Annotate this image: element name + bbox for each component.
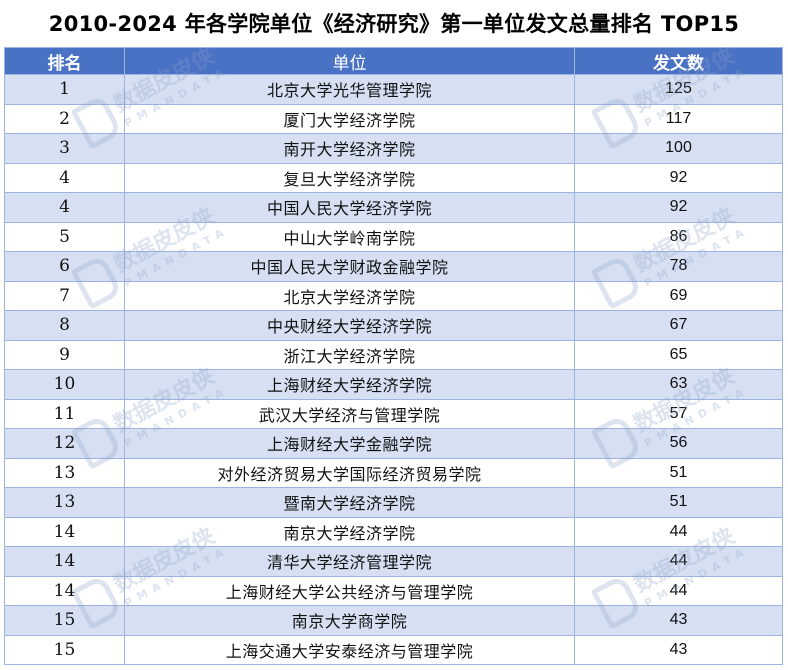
unit-cell: 南开大学经济学院 [124,133,575,164]
table-row: 4 复旦大学经济学院 92 [4,162,783,193]
count-cell: 69 [574,280,783,311]
count-cell: 100 [574,133,783,164]
unit-cell: 上海财经大学经济学院 [124,369,575,400]
count-cell: 65 [574,339,783,370]
page-title: 2010-2024 年各学院单位《经济研究》第一单位发文总量排名 TOP15 [48,12,740,36]
rank-cell: 3 [4,133,125,164]
unit-cell: 对外经济贸易大学国际经济贸易学院 [124,457,575,488]
count-cell: 86 [574,221,783,252]
unit-cell: 南京大学商学院 [124,605,575,636]
rank-cell: 14 [4,516,125,547]
count-cell: 125 [574,74,783,105]
unit-cell: 中国人民大学财政金融学院 [124,251,575,282]
rank-cell: 14 [4,575,125,606]
header-unit: 单位 [124,47,575,75]
rank-cell: 4 [4,192,125,223]
table-row: 11 武汉大学经济与管理学院 57 [4,398,783,429]
table-row: 9 浙江大学经济学院 65 [4,339,783,370]
count-cell: 117 [574,103,783,134]
count-cell: 63 [574,369,783,400]
table-row: 8 中央财经大学经济学院 67 [4,310,783,341]
table-row: 5 中山大学岭南学院 86 [4,221,783,252]
count-cell: 57 [574,398,783,429]
unit-cell: 复旦大学经济学院 [124,162,575,193]
rank-cell: 12 [4,428,125,459]
table-row: 14 清华大学经济管理学院 44 [4,546,783,577]
table-row: 13 暨南大学经济学院 51 [4,487,783,518]
rank-cell: 5 [4,221,125,252]
rank-cell: 13 [4,457,125,488]
unit-cell: 中国人民大学经济学院 [124,192,575,223]
unit-cell: 北京大学光华管理学院 [124,74,575,105]
unit-cell: 暨南大学经济学院 [124,487,575,518]
count-cell: 43 [574,605,783,636]
rank-cell: 4 [4,162,125,193]
unit-cell: 厦门大学经济学院 [124,103,575,134]
count-cell: 78 [574,251,783,282]
table-row: 13 对外经济贸易大学国际经济贸易学院 51 [4,457,783,488]
table-row: 14 上海财经大学公共经济与管理学院 44 [4,575,783,606]
rank-cell: 10 [4,369,125,400]
rank-cell: 2 [4,103,125,134]
unit-cell: 武汉大学经济与管理学院 [124,398,575,429]
rank-cell: 11 [4,398,125,429]
count-cell: 56 [574,428,783,459]
count-cell: 51 [574,457,783,488]
table-header-row: 排名 单位 发文数 [4,47,783,75]
unit-cell: 中央财经大学经济学院 [124,310,575,341]
count-cell: 92 [574,192,783,223]
header-count: 发文数 [574,47,783,75]
count-cell: 51 [574,487,783,518]
rank-cell: 14 [4,546,125,577]
table-row: 10 上海财经大学经济学院 63 [4,369,783,400]
table-row: 3 南开大学经济学院 100 [4,133,783,164]
count-cell: 44 [574,575,783,606]
table-row: 14 南京大学经济学院 44 [4,516,783,547]
rank-cell: 9 [4,339,125,370]
rank-cell: 1 [4,74,125,105]
table-row: 12 上海财经大学金融学院 56 [4,428,783,459]
unit-cell: 上海交通大学安泰经济与管理学院 [124,634,575,665]
count-cell: 44 [574,546,783,577]
unit-cell: 北京大学经济学院 [124,280,575,311]
count-cell: 92 [574,162,783,193]
unit-cell: 南京大学经济学院 [124,516,575,547]
rank-cell: 15 [4,605,125,636]
table-row: 6 中国人民大学财政金融学院 78 [4,251,783,282]
unit-cell: 上海财经大学金融学院 [124,428,575,459]
count-cell: 44 [574,516,783,547]
rank-cell: 7 [4,280,125,311]
table-row: 15 上海交通大学安泰经济与管理学院 43 [4,634,783,665]
table-row: 7 北京大学经济学院 69 [4,280,783,311]
table-row: 15 南京大学商学院 43 [4,605,783,636]
count-cell: 67 [574,310,783,341]
table-row: 2 厦门大学经济学院 117 [4,103,783,134]
rank-cell: 13 [4,487,125,518]
table-row: 1 北京大学光华管理学院 125 [4,74,783,105]
table-row: 4 中国人民大学经济学院 92 [4,192,783,223]
rank-cell: 8 [4,310,125,341]
ranking-table: 排名 单位 发文数 1 北京大学光华管理学院 125 2 厦门大学经济学院 117 3 南开大… [4,47,783,665]
unit-cell: 清华大学经济管理学院 [124,546,575,577]
header-rank: 排名 [4,47,125,75]
rank-cell: 15 [4,634,125,665]
count-cell: 43 [574,634,783,665]
unit-cell: 中山大学岭南学院 [124,221,575,252]
unit-cell: 上海财经大学公共经济与管理学院 [124,575,575,606]
rank-cell: 6 [4,251,125,282]
unit-cell: 浙江大学经济学院 [124,339,575,370]
